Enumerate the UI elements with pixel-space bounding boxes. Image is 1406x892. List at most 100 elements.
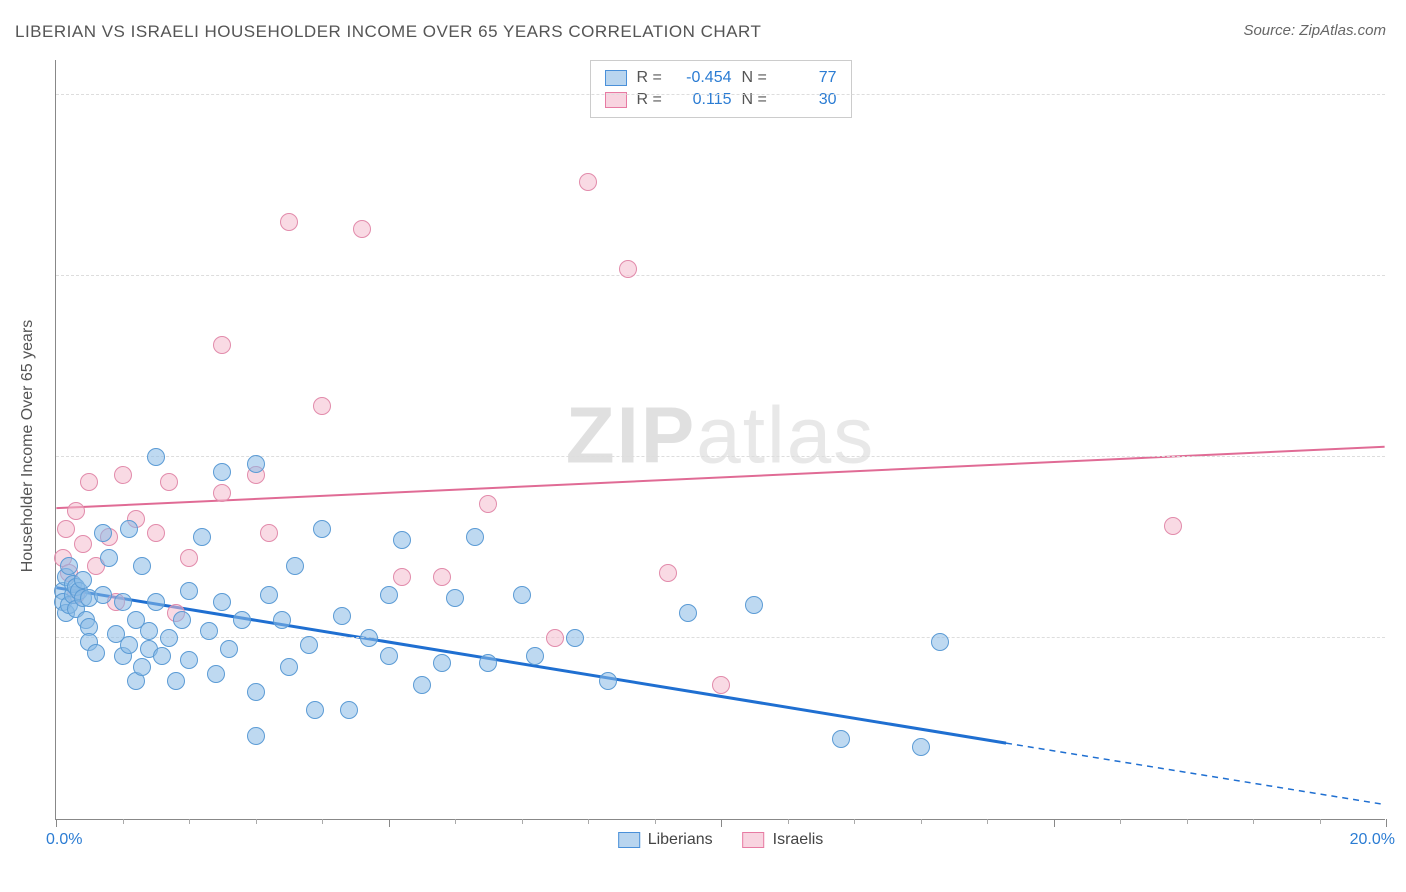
marker-liberians (220, 640, 238, 658)
marker-israelis (147, 524, 165, 542)
stats-row-0: R = -0.454 N = 77 (605, 67, 837, 89)
trend-line-dashed (1006, 743, 1385, 804)
gridline-h (56, 275, 1385, 276)
trend-lines-svg (56, 60, 1385, 819)
marker-israelis (114, 466, 132, 484)
x-tick-minor (455, 819, 456, 824)
y-tick-label: $200,000 (1395, 68, 1406, 86)
x-tick-minor (854, 819, 855, 824)
marker-israelis (393, 568, 411, 586)
n-label: N = (742, 69, 772, 87)
x-tick-major (389, 819, 390, 827)
marker-israelis (579, 173, 597, 191)
x-max-label: 20.0% (1350, 831, 1395, 849)
x-min-label: 0.0% (46, 831, 82, 849)
marker-liberians (94, 524, 112, 542)
marker-israelis (280, 213, 298, 231)
marker-liberians (213, 593, 231, 611)
marker-israelis (180, 549, 198, 567)
marker-liberians (87, 644, 105, 662)
legend-bottom: Liberians Israelis (618, 831, 824, 849)
marker-liberians (120, 520, 138, 538)
r-label: R = (637, 69, 667, 87)
x-tick-minor (522, 819, 523, 824)
x-tick-minor (1320, 819, 1321, 824)
marker-liberians (745, 596, 763, 614)
marker-liberians (60, 557, 78, 575)
marker-liberians (120, 636, 138, 654)
marker-liberians (147, 593, 165, 611)
x-tick-minor (655, 819, 656, 824)
marker-liberians (147, 448, 165, 466)
marker-liberians (599, 672, 617, 690)
x-tick-major (56, 819, 57, 827)
x-tick-minor (987, 819, 988, 824)
marker-liberians (273, 611, 291, 629)
marker-liberians (286, 557, 304, 575)
marker-liberians (912, 738, 930, 756)
marker-liberians (300, 636, 318, 654)
marker-israelis (353, 220, 371, 238)
marker-israelis (80, 473, 98, 491)
legend-label-israelis: Israelis (773, 831, 824, 849)
marker-liberians (513, 586, 531, 604)
marker-liberians (94, 586, 112, 604)
x-tick-major (1386, 819, 1387, 827)
marker-israelis (712, 676, 730, 694)
x-tick-minor (189, 819, 190, 824)
swatch-pink-icon (743, 832, 765, 848)
marker-liberians (74, 571, 92, 589)
chart-title: LIBERIAN VS ISRAELI HOUSEHOLDER INCOME O… (15, 22, 761, 42)
marker-liberians (340, 701, 358, 719)
stats-row-1: R = 0.115 N = 30 (605, 89, 837, 111)
x-tick-minor (256, 819, 257, 824)
marker-liberians (180, 651, 198, 669)
x-tick-minor (1120, 819, 1121, 824)
marker-liberians (380, 586, 398, 604)
marker-liberians (313, 520, 331, 538)
stats-box: R = -0.454 N = 77 R = 0.115 N = 30 (590, 60, 852, 118)
marker-liberians (360, 629, 378, 647)
marker-israelis (67, 502, 85, 520)
marker-israelis (213, 336, 231, 354)
legend-item-israelis: Israelis (743, 831, 824, 849)
x-tick-minor (788, 819, 789, 824)
y-tick-label: $50,000 (1395, 611, 1406, 629)
marker-liberians (167, 672, 185, 690)
marker-liberians (247, 683, 265, 701)
trend-line (56, 588, 1006, 743)
marker-israelis (160, 473, 178, 491)
marker-liberians (173, 611, 191, 629)
x-tick-minor (921, 819, 922, 824)
marker-liberians (247, 727, 265, 745)
marker-liberians (153, 647, 171, 665)
marker-liberians (160, 629, 178, 647)
marker-liberians (433, 654, 451, 672)
plot-area: ZIPatlas R = -0.454 N = 77 R = 0.115 N =… (55, 60, 1385, 820)
marker-liberians (247, 455, 265, 473)
marker-israelis (313, 397, 331, 415)
marker-liberians (306, 701, 324, 719)
legend-label-liberians: Liberians (648, 831, 713, 849)
marker-israelis (213, 484, 231, 502)
swatch-blue-icon (605, 70, 627, 86)
marker-liberians (260, 586, 278, 604)
marker-liberians (333, 607, 351, 625)
marker-israelis (479, 495, 497, 513)
marker-liberians (446, 589, 464, 607)
marker-liberians (466, 528, 484, 546)
n-value-0: 77 (782, 69, 837, 87)
marker-israelis (74, 535, 92, 553)
y-axis-title: Householder Income Over 65 years (19, 320, 37, 573)
marker-liberians (832, 730, 850, 748)
marker-liberians (140, 622, 158, 640)
x-tick-minor (1187, 819, 1188, 824)
marker-liberians (213, 463, 231, 481)
marker-liberians (280, 658, 298, 676)
marker-israelis (659, 564, 677, 582)
x-tick-minor (1253, 819, 1254, 824)
x-tick-major (721, 819, 722, 827)
x-tick-minor (123, 819, 124, 824)
marker-liberians (193, 528, 211, 546)
marker-israelis (546, 629, 564, 647)
